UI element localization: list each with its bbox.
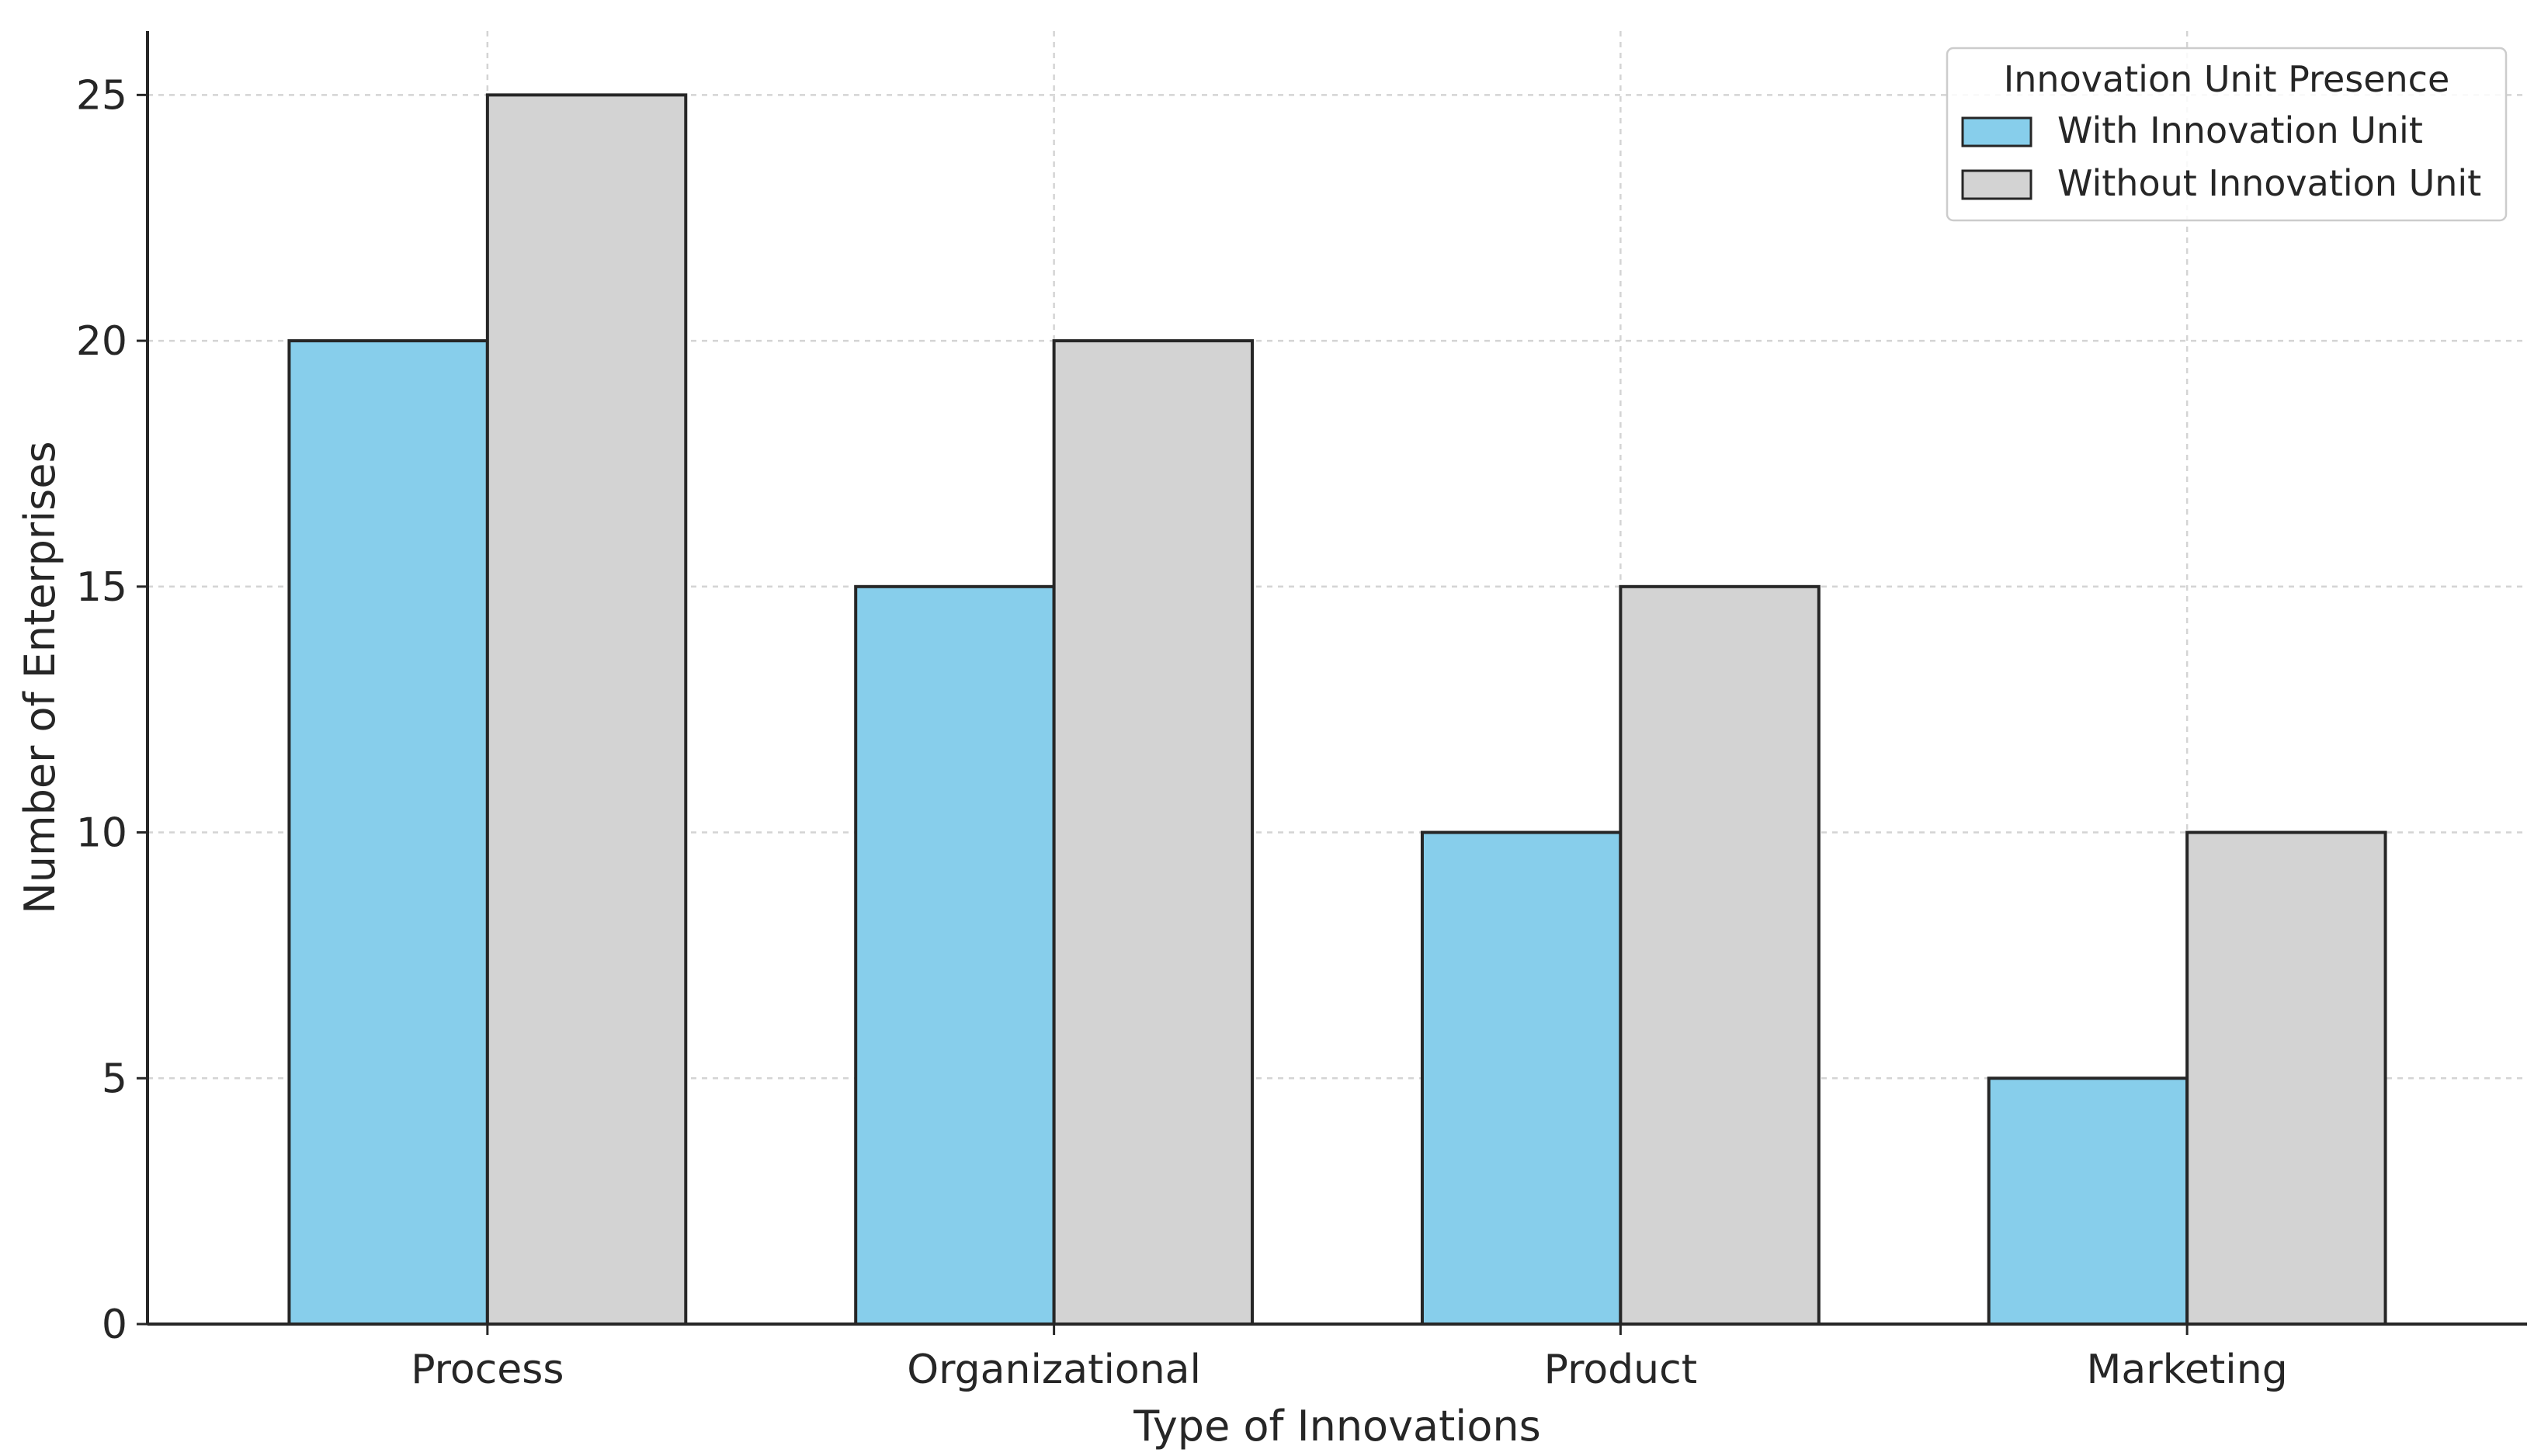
legend-entries: With Innovation Unit Without Innovation U… xyxy=(1961,109,2481,204)
legend-box xyxy=(1946,47,2508,222)
legend-label: With Innovation Unit xyxy=(2057,109,2423,151)
axes xyxy=(146,31,2527,1326)
legend-title: Innovation Unit Presence xyxy=(2004,58,2450,100)
bar-with-innovation-unit xyxy=(287,339,489,1326)
x-tick-label: Process xyxy=(411,1347,564,1393)
x-tick-label: Product xyxy=(1544,1347,1697,1393)
legend-label: Without Innovation Unit xyxy=(2057,162,2481,204)
y-axis-title: Number of Enterprises xyxy=(16,441,64,913)
y-tick-label: 0 xyxy=(102,1302,127,1348)
x-tick-label: Marketing xyxy=(2087,1347,2288,1393)
bar-with-innovation-unit xyxy=(854,584,1056,1326)
bars xyxy=(287,93,2387,1326)
bar-without-innovation-unit xyxy=(485,93,688,1326)
x-tick-label: Organizational xyxy=(907,1347,1201,1393)
x-axis-title: Type of Innovations xyxy=(1133,1402,1540,1451)
y-tick-label: 10 xyxy=(76,810,127,857)
bar-without-innovation-unit xyxy=(2185,830,2387,1326)
legend: Innovation Unit Presence With Innovation… xyxy=(1946,47,2508,222)
y-tick-label: 15 xyxy=(76,564,127,611)
bar-with-innovation-unit xyxy=(1987,1076,2189,1326)
y-tick-label: 20 xyxy=(76,318,127,365)
y-tick-label: 25 xyxy=(76,72,127,119)
y-tick-label: 5 xyxy=(102,1056,127,1102)
legend-swatch xyxy=(1961,116,2032,147)
ticks: 0 5 10 15 20 25 Process Organizational Product Ma… xyxy=(76,72,2288,1393)
bar-without-innovation-unit xyxy=(1619,584,1821,1326)
bar-with-innovation-unit xyxy=(1420,830,1623,1326)
legend-swatch xyxy=(1961,169,2032,200)
bar-without-innovation-unit xyxy=(1052,339,1255,1326)
